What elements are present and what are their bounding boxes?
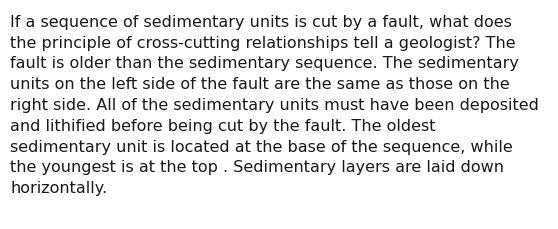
Text: If a sequence of sedimentary units is cut by a fault, what does
the principle of: If a sequence of sedimentary units is cu… [10,15,539,195]
